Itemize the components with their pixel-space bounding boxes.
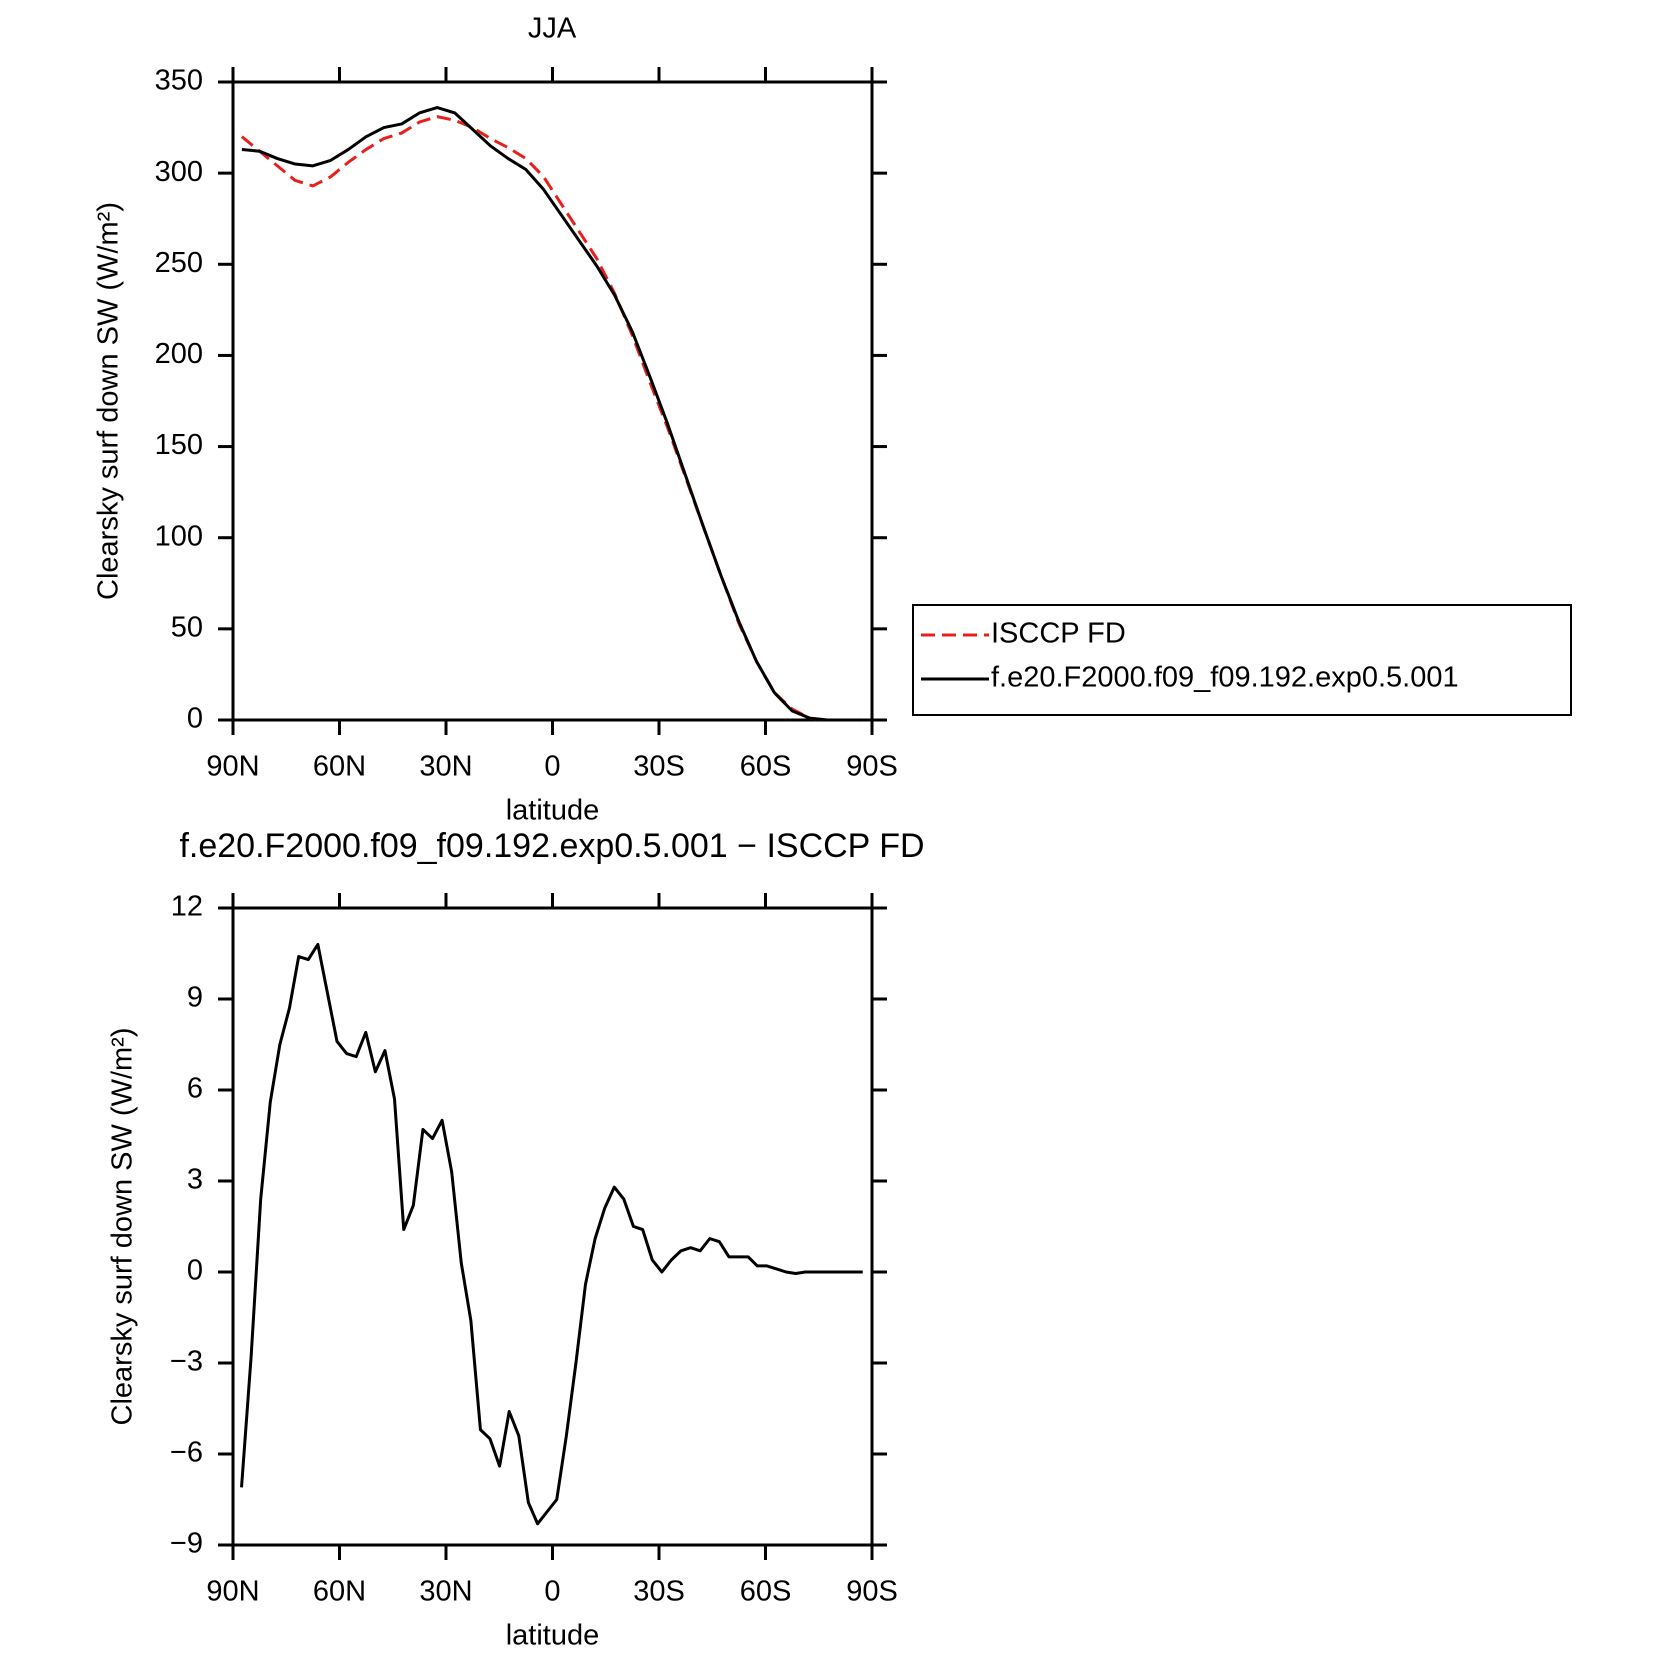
x-tick-label: 0	[544, 751, 560, 783]
y-tick-label: 0	[187, 1255, 203, 1287]
chart-title: f.e20.F2000.f09_f09.192.exp0.5.001 − ISC…	[179, 827, 924, 865]
x-tick-label: 60N	[313, 751, 366, 783]
y-tick-label: 12	[171, 891, 203, 923]
x-tick-label: 60N	[313, 1576, 366, 1608]
x-tick-label: 30N	[419, 751, 472, 783]
y-tick-label: 9	[187, 982, 203, 1014]
y-axis-label: Clearsky surf down SW (W/m²)	[107, 1028, 139, 1426]
legend-label: f.e20.F2000.f09_f09.192.exp0.5.001	[991, 662, 1459, 694]
y-tick-label: 6	[187, 1073, 203, 1105]
y-tick-label: 50	[171, 612, 203, 644]
y-tick-label: 350	[155, 65, 203, 97]
chart-title: JJA	[528, 13, 577, 45]
x-tick-label: 30S	[633, 751, 685, 783]
series-line	[240, 942, 863, 1526]
x-tick-label: 90S	[846, 1576, 898, 1608]
y-tick-label: 200	[155, 338, 203, 370]
y-tick-label: −3	[170, 1346, 203, 1378]
series-line	[240, 115, 864, 722]
x-tick-label: 60S	[740, 751, 792, 783]
y-axis-label: Clearsky surf down SW (W/m²)	[93, 202, 125, 600]
x-axis-label: latitude	[506, 1620, 600, 1652]
legend-label: ISCCP FD	[991, 618, 1126, 650]
x-tick-label: 90N	[206, 1576, 259, 1608]
series-line	[241, 106, 864, 722]
x-tick-label: 90S	[846, 751, 898, 783]
x-tick-label: 30S	[633, 1576, 685, 1608]
y-tick-label: 300	[155, 156, 203, 188]
y-tick-label: 3	[187, 1164, 203, 1196]
y-tick-label: 150	[155, 429, 203, 461]
y-tick-label: 250	[155, 247, 203, 279]
x-tick-label: 0	[544, 1576, 560, 1608]
x-axis-label: latitude	[506, 795, 600, 827]
y-tick-label: 0	[187, 703, 203, 735]
y-tick-label: −9	[170, 1528, 203, 1560]
x-tick-label: 90N	[206, 751, 259, 783]
x-tick-label: 30N	[419, 1576, 472, 1608]
x-tick-label: 60S	[740, 1576, 792, 1608]
y-tick-label: −6	[170, 1437, 203, 1469]
legend-box	[912, 604, 1572, 716]
y-tick-label: 100	[155, 520, 203, 552]
